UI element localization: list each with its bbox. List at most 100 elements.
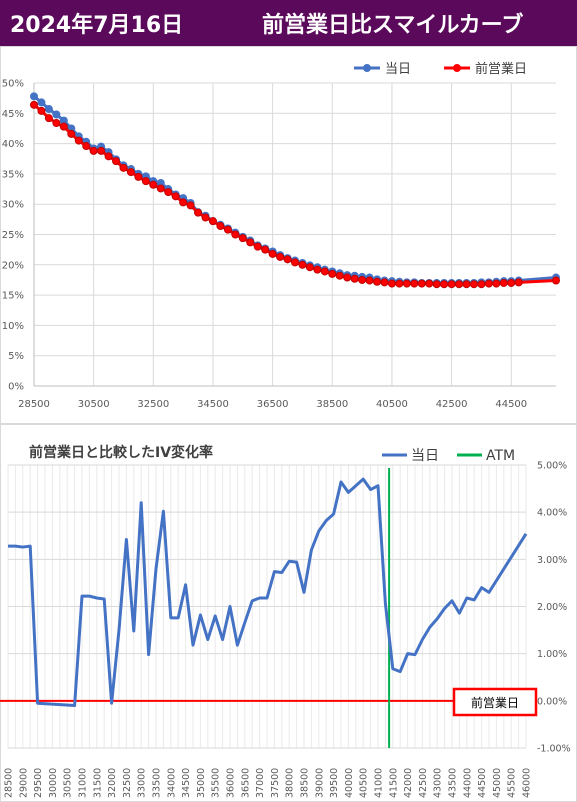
data-point-1: [358, 275, 367, 284]
y-tick-label: 5.00%: [537, 461, 567, 472]
data-point-1: [246, 238, 255, 247]
data-point-1: [552, 276, 560, 285]
x-tick-label: 33500: [152, 768, 163, 798]
legend-label: ATM: [486, 448, 515, 464]
x-tick-label: 33000: [137, 768, 148, 798]
x-tick-label: 43500: [448, 768, 459, 798]
x-tick-label: 35000: [196, 768, 207, 798]
data-point-1: [343, 273, 352, 282]
data-point-1: [126, 168, 135, 177]
data-point-1: [462, 280, 471, 289]
data-point-1: [201, 213, 210, 222]
data-point-1: [37, 106, 46, 115]
data-point-1: [238, 234, 247, 243]
y-tick-label: 2.00%: [537, 602, 567, 613]
data-point-0: [59, 116, 68, 125]
data-point-1: [194, 208, 203, 217]
data-point-1: [499, 278, 508, 287]
data-point-1: [320, 267, 329, 276]
x-tick-label: 39500: [329, 768, 340, 798]
y-tick-label: 1.00%: [537, 649, 567, 660]
x-tick-label: 44000: [462, 768, 473, 798]
data-point-1: [223, 225, 232, 234]
data-point-1: [425, 279, 434, 288]
x-tick-label: 36500: [240, 768, 251, 798]
smile-curve-chart: 0% 5% 10% 15% 20% 25% 30% 35% 40% 45% 50% 28500 3050…: [0, 46, 577, 424]
chart-frame: [0, 424, 577, 802]
x-tick-label: 31000: [78, 768, 89, 798]
data-point-1: [44, 114, 53, 123]
data-point-1: [447, 280, 456, 289]
data-point-1: [298, 260, 307, 269]
data-point-1: [89, 146, 98, 155]
data-point-1: [74, 136, 83, 145]
data-point-1: [335, 271, 344, 280]
legend-swatch-marker: [453, 64, 461, 72]
x-tick-label: 40500: [359, 768, 370, 798]
data-point-1: [477, 280, 486, 289]
data-point-1: [231, 230, 240, 239]
x-tick-label: 42500: [436, 399, 468, 410]
data-point-1: [365, 276, 374, 285]
data-point-1: [514, 278, 523, 287]
y-tick-label: 5%: [8, 351, 24, 362]
x-tick-label: 40000: [344, 768, 355, 798]
data-point-1: [186, 201, 195, 210]
data-point-1: [216, 222, 225, 231]
data-point-1: [291, 258, 299, 267]
data-point-1: [119, 163, 128, 172]
x-tick-label: 39000: [314, 768, 325, 798]
data-point-1: [112, 157, 121, 166]
x-tick-label: 37500: [270, 768, 281, 798]
legend-label: 当日: [411, 448, 439, 464]
data-point-1: [313, 265, 322, 274]
data-point-1: [134, 172, 143, 181]
data-point-1: [402, 279, 411, 288]
y-tick-label: 0%: [8, 382, 24, 393]
x-tick-label: 38500: [300, 768, 311, 798]
x-tick-label: 40500: [376, 399, 408, 410]
data-point-1: [52, 118, 61, 127]
data-point-1: [417, 279, 426, 288]
data-point-1: [104, 152, 113, 161]
x-tick-label: 42500: [418, 768, 429, 798]
data-point-1: [253, 242, 262, 251]
data-point-0: [44, 105, 53, 114]
data-point-1: [432, 280, 441, 289]
x-tick-label: 29000: [18, 768, 29, 798]
x-tick-label: 34500: [197, 399, 229, 410]
data-point-1: [208, 217, 217, 226]
x-tick-label: 36000: [226, 768, 237, 798]
data-point-1: [387, 279, 396, 288]
x-tick-label: 38500: [316, 399, 348, 410]
y-tick-label: 20%: [2, 260, 24, 271]
previous-day-label: 前営業日: [471, 695, 519, 710]
y-tick-label: -1.00%: [537, 744, 571, 755]
chart-title: 前営業日と比較したIV変化率: [29, 444, 213, 461]
data-point-1: [261, 245, 270, 254]
data-point-1: [171, 192, 180, 201]
data-point-1: [507, 278, 516, 287]
x-tick-label: 36500: [257, 399, 289, 410]
data-point-1: [164, 188, 173, 197]
data-point-1: [395, 279, 404, 288]
series-line-today: [8, 477, 528, 708]
y-tick-label: 50%: [2, 79, 24, 90]
data-point-1: [149, 180, 158, 189]
data-point-1: [283, 255, 292, 264]
x-tick-label: 41000: [374, 768, 385, 798]
data-point-1: [492, 279, 501, 288]
x-tick-label: 46000: [522, 768, 533, 798]
data-point-1: [59, 122, 68, 131]
legend-label: 当日: [385, 62, 411, 77]
data-point-1: [328, 269, 337, 278]
x-tick-label: 29500: [33, 768, 44, 798]
x-tick-label: 42000: [403, 768, 414, 798]
y-tick-label: 30%: [2, 200, 24, 211]
x-tick-label: 30500: [63, 768, 74, 798]
header-bar: 2024年7月16日 前営業日比スマイルカーブ: [0, 0, 577, 46]
data-point-1: [30, 100, 38, 109]
y-tick-label: 45%: [2, 109, 24, 120]
x-tick-label: 34500: [181, 768, 192, 798]
data-point-1: [156, 184, 165, 193]
